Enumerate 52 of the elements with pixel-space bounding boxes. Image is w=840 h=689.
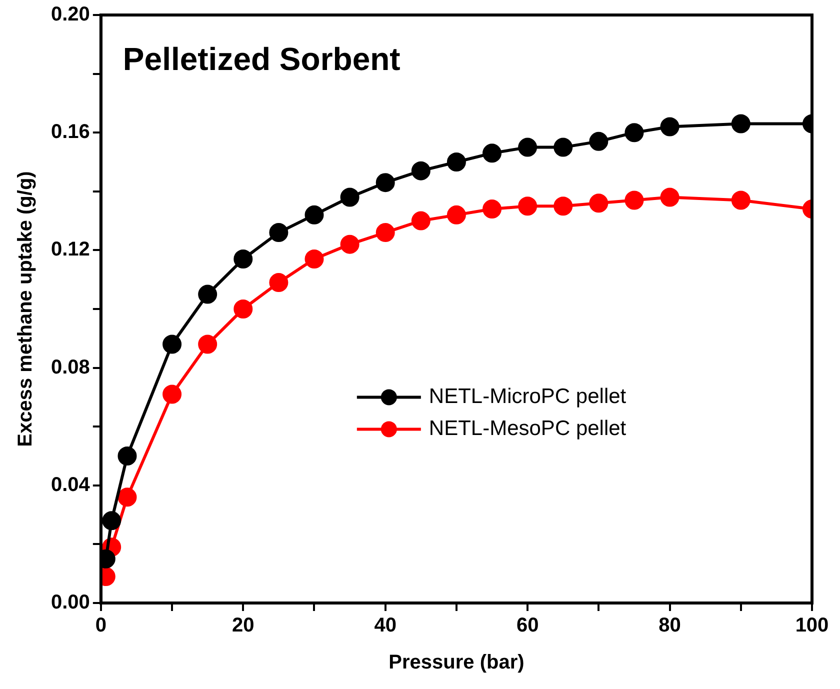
point	[376, 173, 395, 192]
point	[198, 334, 218, 354]
x-tick-label: 80	[658, 614, 681, 637]
point	[446, 152, 466, 172]
x-tick-label: 100	[795, 614, 829, 637]
point	[304, 250, 324, 269]
point	[198, 284, 218, 304]
legend-label: NETL-MesoPC pellet	[428, 416, 626, 440]
point	[482, 144, 502, 163]
point	[554, 196, 573, 216]
point	[554, 138, 573, 157]
point	[234, 300, 253, 318]
point	[482, 200, 502, 219]
y-tick-label: 0.00	[50, 592, 90, 614]
point	[660, 117, 680, 136]
point	[731, 190, 750, 210]
point	[102, 511, 122, 530]
point	[624, 123, 644, 142]
x-tick-label: 60	[516, 614, 539, 637]
y-tick-label: 0.12	[50, 238, 90, 261]
point	[376, 223, 395, 242]
point	[340, 234, 360, 254]
legend-label: NETL-MicroPC pellet	[428, 384, 626, 408]
point	[118, 488, 137, 507]
point	[269, 273, 288, 292]
point	[624, 190, 644, 210]
point	[589, 194, 608, 213]
point	[446, 205, 466, 224]
point	[162, 334, 182, 354]
point	[340, 188, 360, 207]
point	[269, 223, 288, 242]
y-tick-label: 0.20	[50, 4, 90, 26]
y-axis-title: Excess methane uptake (g/g)	[14, 171, 37, 447]
x-tick-label: 40	[374, 614, 396, 637]
point	[411, 161, 430, 180]
point	[660, 188, 680, 207]
y-tick-label: 0.08	[50, 356, 90, 378]
point	[234, 250, 253, 269]
point	[518, 196, 538, 216]
x-tick-label: 0	[95, 614, 106, 637]
x-axis-title: Pressure (bar)	[388, 652, 524, 674]
x-tick-label: 20	[232, 614, 254, 637]
point	[589, 132, 608, 151]
y-tick-label: 0.16	[50, 121, 90, 144]
point	[118, 446, 137, 466]
text: Pelletized Sorbent	[122, 40, 401, 77]
point	[304, 205, 324, 224]
point	[518, 138, 538, 157]
point	[162, 384, 182, 404]
point	[411, 211, 430, 230]
y-tick-label: 0.04	[50, 474, 91, 496]
point	[731, 114, 750, 134]
